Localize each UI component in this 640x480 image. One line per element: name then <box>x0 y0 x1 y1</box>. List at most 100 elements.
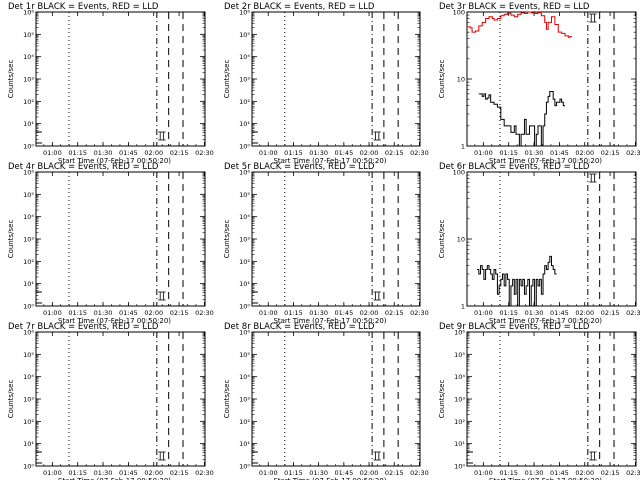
x-axis-label: Start Time (07-Feb-17 00:50:20) <box>489 317 602 325</box>
plot-frame <box>466 11 637 147</box>
panel-det-5: Det 5r BLACK = Events, RED = LLD 10⁰ 10¹ 10… <box>223 162 429 325</box>
panel-det-8: Det 8r BLACK = Events, RED = LLD 10⁰ 10¹ 10… <box>223 322 429 480</box>
x-tick-label: 01:15 <box>284 309 303 317</box>
y-axis-label: Counts/sec <box>7 220 15 259</box>
x-axis-label: Start Time (07-Feb-17 00:50:20) <box>489 477 602 480</box>
x-axis-label: Start Time (07-Feb-17 00:50:20) <box>58 317 171 325</box>
x-tick-label: 01:45 <box>334 309 353 317</box>
x-tick-label: 01:15 <box>284 469 303 477</box>
y-tick-label: 10⁰ <box>23 303 34 311</box>
x-tick-label: 02:00 <box>360 149 379 157</box>
x-tick-label: 02:30 <box>195 469 214 477</box>
x-tick-label: 02:15 <box>385 469 404 477</box>
y-tick-label: 10⁵ <box>239 351 250 359</box>
events-series <box>478 91 566 147</box>
y-tick-label: 10⁰ <box>23 463 34 471</box>
x-tick-label: 01:15 <box>499 149 518 157</box>
y-axis-label: Counts/sec <box>7 60 15 99</box>
panel-title: Det 4r BLACK = Events, RED = LLD <box>8 162 159 172</box>
y-tick-label: 10⁵ <box>454 351 465 359</box>
y-tick-label: 10¹ <box>23 440 34 448</box>
x-tick-label: 02:15 <box>601 149 620 157</box>
y-tick-label: 1 <box>461 143 465 151</box>
x-tick-label: 01:00 <box>259 149 278 157</box>
y-tick-label: 10³ <box>454 396 465 404</box>
panel-title: Det 5r BLACK = Events, RED = LLD <box>224 162 375 172</box>
x-tick-label: 01:15 <box>68 149 87 157</box>
y-tick-label: 10⁴ <box>23 53 34 61</box>
plot-frame <box>466 331 637 467</box>
x-tick-label: 01:45 <box>334 149 353 157</box>
time-marker <box>376 291 381 301</box>
x-axis-label: Start Time (07-Feb-17 00:50:20) <box>273 157 386 165</box>
time-marker <box>373 131 378 141</box>
x-tick-label: 01:00 <box>43 149 62 157</box>
x-tick-label: 01:00 <box>259 309 278 317</box>
x-tick-label: 02:30 <box>626 469 640 477</box>
plot-frame <box>35 11 206 147</box>
time-marker <box>376 451 381 461</box>
x-tick-label: 01:15 <box>499 469 518 477</box>
x-tick-label: 01:15 <box>68 309 87 317</box>
lld-series <box>467 11 572 38</box>
y-tick-label: 10³ <box>239 76 250 84</box>
time-marker <box>161 131 166 141</box>
y-tick-label: 10⁴ <box>23 373 34 381</box>
y-tick-label: 10⁶ <box>239 9 250 17</box>
x-axis-label: Start Time (07-Feb-17 00:50:20) <box>273 477 386 480</box>
x-tick-label: 01:30 <box>309 149 328 157</box>
time-marker <box>589 173 594 183</box>
panel-det-6: Det 6r BLACK = Events, RED = LLD 1 10 100 Co… <box>438 162 640 325</box>
time-marker <box>161 451 166 461</box>
y-tick-label: 10³ <box>23 396 34 404</box>
x-tick-label: 01:30 <box>309 469 328 477</box>
plot-frame <box>466 171 637 307</box>
x-tick-label: 01:30 <box>94 309 113 317</box>
plot-frame <box>35 331 206 467</box>
events-series <box>477 255 557 307</box>
y-axis-label: Counts/sec <box>223 220 231 259</box>
y-tick-label: 10⁴ <box>239 213 250 221</box>
x-tick-label: 01:30 <box>525 149 544 157</box>
x-axis-label: Start Time (07-Feb-17 00:50:20) <box>273 317 386 325</box>
x-tick-label: 01:15 <box>499 309 518 317</box>
y-tick-label: 10³ <box>23 76 34 84</box>
panel-det-3: Det 3r BLACK = Events, RED = LLD 1 10 100 Co… <box>438 2 640 165</box>
x-tick-label: 01:00 <box>43 469 62 477</box>
x-tick-label: 02:00 <box>360 309 379 317</box>
time-marker <box>158 291 163 301</box>
y-tick-label: 10¹ <box>239 280 250 288</box>
y-tick-label: 10⁰ <box>23 143 34 151</box>
time-marker <box>373 291 378 301</box>
panel-det-1: Det 1r BLACK = Events, RED = LLD 10⁰ 10¹ 10… <box>7 2 214 165</box>
panel-title: Det 2r BLACK = Events, RED = LLD <box>224 2 375 12</box>
y-tick-label: 10⁰ <box>239 463 250 471</box>
y-axis-label: Counts/sec <box>7 380 15 419</box>
x-tick-label: 02:00 <box>575 149 594 157</box>
plot-frame <box>251 331 421 467</box>
y-tick-label: 10⁰ <box>239 303 250 311</box>
y-tick-label: 10 <box>457 236 465 244</box>
x-tick-label: 01:15 <box>284 149 303 157</box>
x-tick-label: 01:30 <box>94 469 113 477</box>
y-axis-label: Counts/sec <box>223 380 231 419</box>
y-axis-label: Counts/sec <box>438 380 446 419</box>
x-tick-label: 01:45 <box>550 309 569 317</box>
x-tick-label: 02:30 <box>410 149 429 157</box>
panel-det-9: Det 9r BLACK = Events, RED = LLD 10⁰ 10¹ 10… <box>438 322 640 480</box>
x-tick-label: 01:30 <box>94 149 113 157</box>
y-tick-label: 10⁶ <box>23 9 34 17</box>
y-tick-label: 10³ <box>239 236 250 244</box>
panel-title: Det 8r BLACK = Events, RED = LLD <box>224 322 375 332</box>
x-tick-label: 01:15 <box>68 469 87 477</box>
x-tick-label: 02:00 <box>144 149 163 157</box>
y-axis-label: Counts/sec <box>438 60 446 99</box>
x-tick-label: 01:00 <box>474 309 493 317</box>
x-tick-label: 01:45 <box>119 309 138 317</box>
x-tick-label: 01:45 <box>334 469 353 477</box>
x-tick-label: 01:30 <box>309 309 328 317</box>
x-tick-label: 02:15 <box>385 149 404 157</box>
x-tick-label: 02:30 <box>410 469 429 477</box>
x-tick-label: 01:00 <box>474 469 493 477</box>
